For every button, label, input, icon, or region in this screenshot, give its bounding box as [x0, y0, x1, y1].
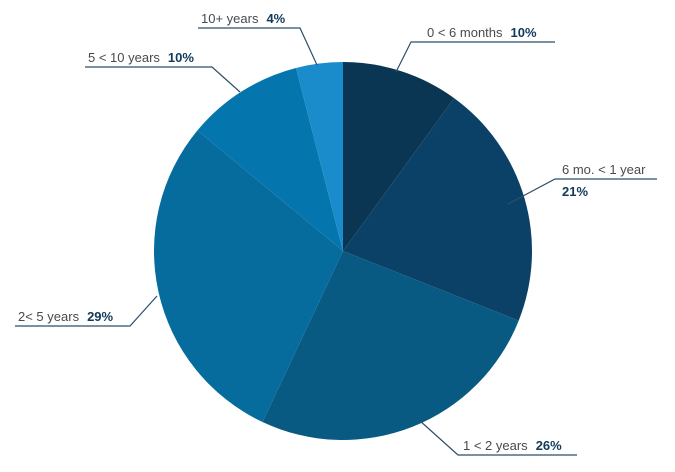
- leader-0-6-months: [395, 41, 555, 73]
- slice-percent: 26%: [536, 438, 562, 453]
- pie-slice-2: [262, 251, 519, 440]
- pie-slices: [154, 62, 533, 440]
- leader-5-10-years: [85, 66, 241, 93]
- slice-percent: 10%: [511, 25, 537, 40]
- pie-slice-1: [343, 98, 533, 321]
- slice-percent: 29%: [87, 309, 113, 324]
- slice-label: 1 < 2 years: [463, 438, 528, 453]
- percent-6mo-1-year: 21%: [562, 184, 588, 199]
- slice-label: 2< 5 years: [18, 309, 80, 324]
- label-5-10-years: 5 < 10 years 10%: [88, 50, 194, 65]
- slice-label: 5 < 10 years: [88, 50, 160, 65]
- leader-2-5-years: [15, 295, 158, 327]
- label-1-2-years: 1 < 2 years 26%: [463, 438, 562, 453]
- slice-label: 0 < 6 months: [427, 25, 503, 40]
- leader-6mo-1-year: [507, 178, 657, 205]
- label-2-5-years: 2< 5 years 29%: [18, 309, 114, 324]
- pie-slice-3: [154, 130, 343, 423]
- label-6mo-1-year: 6 mo. < 1 year: [562, 162, 646, 177]
- leader-10-plus-years: [198, 27, 318, 66]
- slice-label: 10+ years: [201, 11, 259, 26]
- leader-1-2-years: [418, 419, 577, 456]
- slice-percent: 10%: [168, 50, 194, 65]
- label-10-plus-years: 10+ years 4%: [201, 11, 286, 26]
- label-0-6-months: 0 < 6 months 10%: [427, 25, 537, 40]
- slice-percent: 4%: [266, 11, 285, 26]
- pie-slice-0: [343, 62, 455, 251]
- pie-slice-5: [296, 62, 343, 251]
- pie-slice-4: [197, 67, 343, 251]
